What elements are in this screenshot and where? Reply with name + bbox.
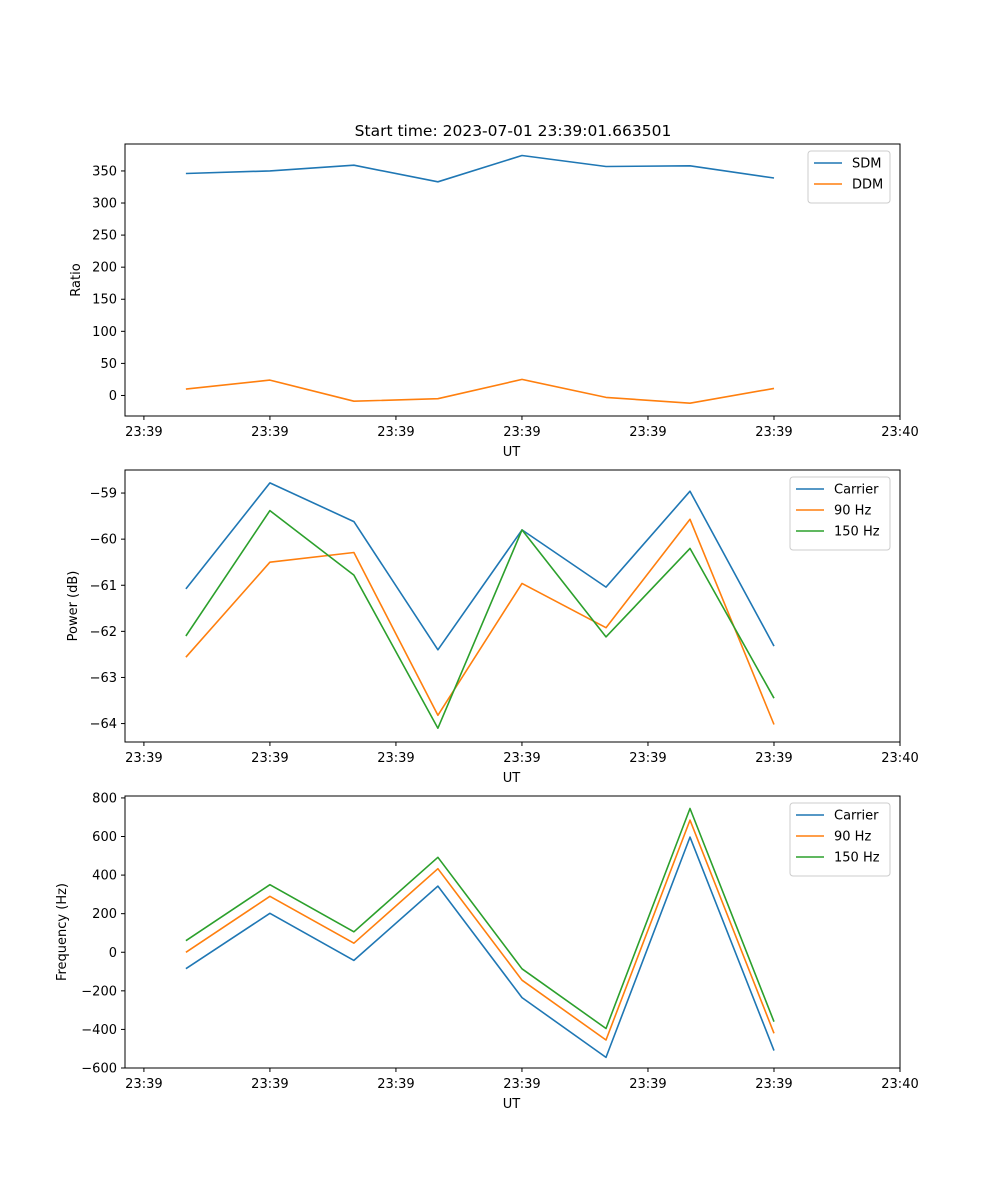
series-line-ddm (185, 378, 775, 405)
x-axis-label: UT (503, 445, 521, 460)
x-tick-label: 23:39 (755, 425, 792, 440)
x-axis-label: UT (503, 771, 521, 786)
x-tick-label: 23:40 (881, 751, 918, 766)
y-tick-label: 150 (92, 293, 117, 308)
y-tick-label: 400 (92, 869, 117, 884)
legend-frame (807, 150, 891, 204)
y-tick-label: −61 (90, 579, 117, 594)
chart-panel-2: 23:39 23:39 23:39 23:39 23:39 23:39 23:40 −64 −6… (66, 469, 919, 786)
plot-frame (124, 143, 901, 417)
y-tick-label: 600 (92, 830, 117, 845)
legend-label: SDM (852, 157, 881, 172)
x-tick-label: 23:39 (755, 1077, 792, 1092)
x-tick-label: 23:39 (125, 425, 162, 440)
legend-label: DDM (852, 178, 883, 193)
y-axis-label: Frequency (Hz) (55, 883, 70, 981)
y-tick-label: −62 (90, 625, 117, 640)
y-tick-label: 350 (92, 164, 117, 179)
series-line-150-hz (185, 509, 775, 730)
y-tick-label: −63 (90, 671, 117, 686)
plot-frame (124, 469, 901, 743)
y-tick-label: 200 (92, 261, 117, 276)
x-tick-label: 23:40 (881, 1077, 918, 1092)
chart-panel-1: 23:39 23:39 23:39 23:39 23:39 23:39 23:40 0 50 10… (69, 143, 919, 460)
x-tick-label: 23:39 (503, 751, 540, 766)
y-tick-label: −64 (90, 717, 117, 732)
legend-label: 90 Hz (834, 830, 871, 845)
x-tick-label: 23:39 (125, 1077, 162, 1092)
legend-label: Carrier (834, 483, 879, 498)
series-line-carrier (185, 482, 775, 651)
x-tick-label: 23:39 (503, 1077, 540, 1092)
legend-label: Carrier (834, 809, 879, 824)
x-tick-label: 23:39 (125, 751, 162, 766)
chart-panel-3: 23:39 23:39 23:39 23:39 23:39 23:39 23:40 −600 −… (55, 791, 919, 1112)
series-line-carrier (185, 836, 775, 1059)
x-tick-label: 23:39 (629, 1077, 666, 1092)
y-tick-label: 800 (92, 791, 117, 806)
y-tick-label: 0 (109, 389, 117, 404)
x-axis-label: UT (503, 1097, 521, 1112)
series-line-90-hz (185, 518, 775, 725)
panels: 23:39 23:39 23:39 23:39 23:39 23:39 23:40 0 50 10… (55, 143, 919, 1112)
x-tick-label: 23:40 (881, 425, 918, 440)
y-axis-label: Ratio (69, 263, 84, 296)
series-line-150-hz (185, 807, 775, 1030)
x-tick-label: 23:39 (251, 1077, 288, 1092)
x-tick-label: 23:39 (377, 1077, 414, 1092)
legend: SDM DDM (807, 150, 891, 204)
series-line-sdm (185, 154, 775, 183)
plot-frame (124, 795, 901, 1069)
y-tick-label: 100 (92, 325, 117, 340)
x-tick-label: 23:39 (503, 425, 540, 440)
x-tick-label: 23:39 (251, 751, 288, 766)
y-tick-label: −200 (81, 984, 117, 999)
x-tick-label: 23:39 (629, 425, 666, 440)
y-tick-label: 250 (92, 229, 117, 244)
legend: Carrier 90 Hz 150 Hz (789, 476, 891, 551)
y-tick-label: 200 (92, 907, 117, 922)
y-axis-label: Power (dB) (66, 571, 81, 642)
x-tick-label: 23:39 (629, 751, 666, 766)
y-tick-label: −600 (81, 1062, 117, 1077)
x-tick-label: 23:39 (251, 425, 288, 440)
legend-label: 90 Hz (834, 504, 871, 519)
y-tick-label: 300 (92, 197, 117, 212)
y-tick-label: −400 (81, 1023, 117, 1038)
y-tick-label: 50 (100, 357, 117, 372)
x-tick-label: 23:39 (755, 751, 792, 766)
legend-label: 150 Hz (834, 851, 880, 866)
figure-title: Start time: 2023-07-01 23:39:01.663501 (355, 122, 672, 140)
x-tick-label: 23:39 (377, 751, 414, 766)
y-tick-label: −59 (90, 487, 117, 502)
legend-label: 150 Hz (834, 525, 880, 540)
y-tick-label: −60 (90, 533, 117, 548)
legend: Carrier 90 Hz 150 Hz (789, 802, 891, 877)
series-line-90-hz (185, 819, 775, 1041)
y-tick-label: 0 (109, 946, 117, 961)
x-tick-label: 23:39 (377, 425, 414, 440)
